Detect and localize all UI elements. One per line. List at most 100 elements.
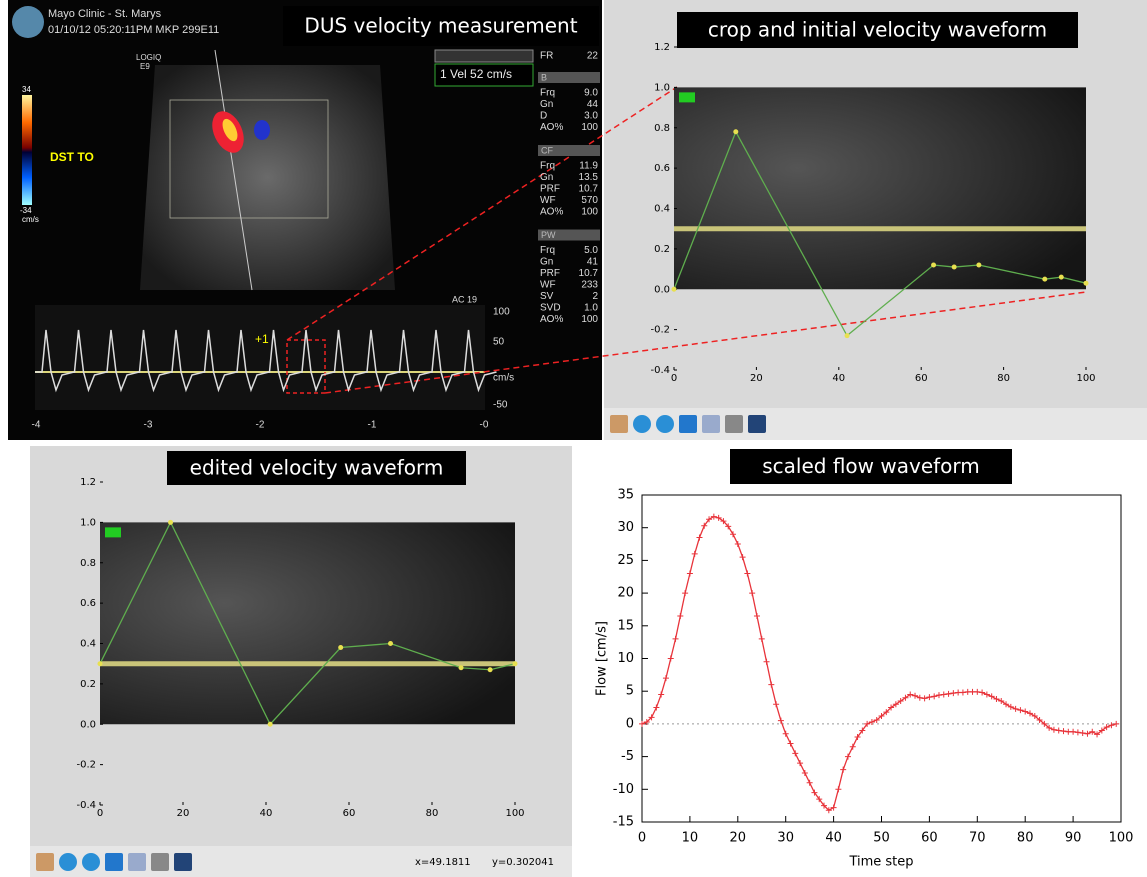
x-tick-label: 80 <box>426 808 439 819</box>
y-tick-label: -15 <box>613 815 634 830</box>
x-tick-label: 0 <box>97 808 103 819</box>
param-name: AO% <box>540 122 563 133</box>
param-value: 100 <box>581 314 598 325</box>
param-name: WF <box>540 280 556 291</box>
y-tick-label: 0.8 <box>80 558 96 569</box>
x-tick-label: 100 <box>1109 831 1134 846</box>
y-tick-label: 0.0 <box>80 719 96 730</box>
model: LOGIQ <box>136 53 161 62</box>
param-value: 570 <box>581 195 598 206</box>
param-name: PRF <box>540 184 560 195</box>
tool-icon[interactable] <box>725 415 743 433</box>
param-name: Gn <box>540 172 553 183</box>
y-tick-label: 0.0 <box>654 284 670 295</box>
tool-icon[interactable] <box>610 415 628 433</box>
y-tick-label: 5 <box>626 684 634 699</box>
x-tick-label: 50 <box>873 831 890 846</box>
param-value: 2 <box>592 291 598 302</box>
y-tick-label: 0.4 <box>654 204 670 215</box>
tool-icon[interactable] <box>82 853 100 871</box>
point <box>845 333 850 338</box>
x-tick-label: 20 <box>177 808 190 819</box>
image-tag <box>679 92 695 102</box>
x-tick-label: 60 <box>343 808 356 819</box>
model: E9 <box>140 62 150 71</box>
param-name: AO% <box>540 207 563 218</box>
tool-icon[interactable] <box>36 853 54 871</box>
tool-icon[interactable] <box>679 415 697 433</box>
param-value: 10.7 <box>579 268 599 279</box>
color-bar <box>22 95 32 205</box>
y-tick-label: 1.0 <box>654 82 670 93</box>
tool-icon[interactable] <box>656 415 674 433</box>
x-tick-label: 40 <box>825 831 842 846</box>
point <box>976 263 981 268</box>
tool-icon[interactable] <box>128 853 146 871</box>
tool-icon[interactable] <box>105 853 123 871</box>
x-tick-label: 80 <box>1017 831 1034 846</box>
param-value: 44 <box>587 99 599 110</box>
point <box>513 661 518 666</box>
x-tick-label: 80 <box>997 373 1010 384</box>
spectral-vtick: -50 <box>493 400 508 411</box>
y-tick-label: 0.6 <box>654 163 670 174</box>
y-tick-label: 10 <box>617 651 634 666</box>
tool-icon[interactable] <box>633 415 651 433</box>
param-name: FR <box>540 51 553 62</box>
x-tick-label: 100 <box>1076 373 1095 384</box>
waveform-image <box>100 522 515 724</box>
param-value: 100 <box>581 207 598 218</box>
param-name: SV <box>540 291 554 302</box>
point <box>733 129 738 134</box>
tool-icon[interactable] <box>59 853 77 871</box>
x-tick-label: 10 <box>682 831 699 846</box>
tool-icon[interactable] <box>748 415 766 433</box>
x-tick-label: 100 <box>505 808 524 819</box>
spectral-area <box>35 305 485 410</box>
point <box>1059 275 1064 280</box>
y-tick-label: 20 <box>617 586 634 601</box>
param-value: 233 <box>581 280 598 291</box>
spectral-ttick: -0 <box>480 420 489 431</box>
x-tick-label: 30 <box>777 831 794 846</box>
scale-max: 34 <box>22 85 31 94</box>
y-tick-label: 25 <box>617 553 634 568</box>
y-tick-label: 0.6 <box>80 598 96 609</box>
point <box>952 265 957 270</box>
waveform-image <box>674 87 1086 289</box>
y-tick-label: 35 <box>617 488 634 503</box>
point <box>1042 277 1047 282</box>
point <box>1084 281 1089 286</box>
param-name: Frq <box>540 88 555 99</box>
spectral-marker: +1 <box>255 332 269 346</box>
status-x: x=49.1811 <box>415 857 471 868</box>
image-tag <box>105 527 121 537</box>
param-name: Gn <box>540 99 553 110</box>
tool-icon[interactable] <box>702 415 720 433</box>
x-tick-label: 20 <box>730 831 747 846</box>
param-value: 22 <box>587 51 599 62</box>
section: PW <box>541 230 556 240</box>
param-value: 41 <box>587 257 599 268</box>
y-tick-label: 1.2 <box>80 477 96 488</box>
param-value: 1.0 <box>584 303 598 314</box>
y-tick-label: 0.4 <box>80 639 96 650</box>
spectral-ttick: -1 <box>368 420 377 431</box>
panel-title: crop and initial velocity waveform <box>708 18 1047 42</box>
x-tick-label: 90 <box>1065 831 1082 846</box>
x-tick-label: 0 <box>671 373 677 384</box>
point <box>338 645 343 650</box>
x-tick-label: 40 <box>832 373 845 384</box>
tool-icon[interactable] <box>151 853 169 871</box>
y-tick-label: 1.0 <box>80 517 96 528</box>
param-value: 5.0 <box>584 245 598 256</box>
y-tick-label: 0 <box>626 716 634 731</box>
tool-icon[interactable] <box>174 853 192 871</box>
param-name: SVD <box>540 303 561 314</box>
y-tick-label: -0.4 <box>76 800 96 811</box>
y-tick-label: 0.2 <box>80 679 96 690</box>
param-name: AO% <box>540 314 563 325</box>
point <box>488 667 493 672</box>
section: B <box>541 72 547 82</box>
param-name: PRF <box>540 268 560 279</box>
